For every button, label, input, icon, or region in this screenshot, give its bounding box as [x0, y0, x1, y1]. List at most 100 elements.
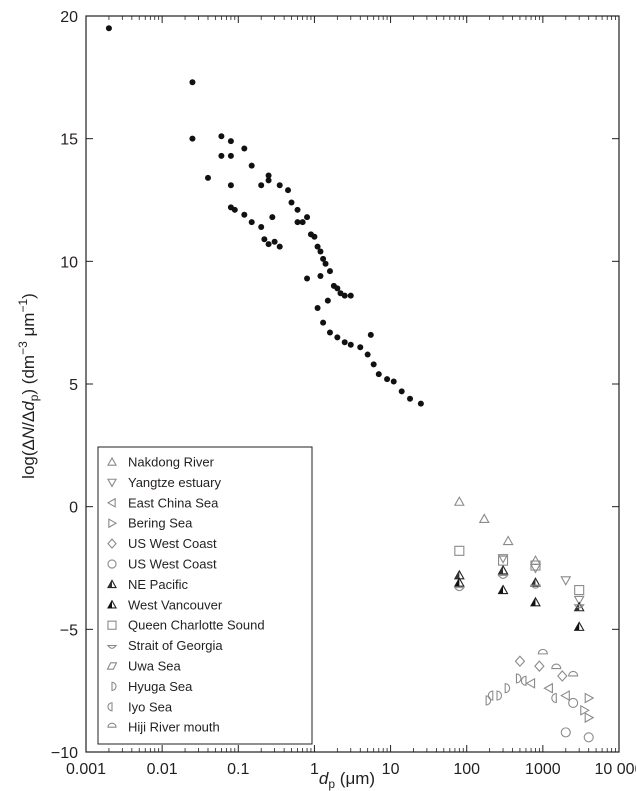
data-point-filled-circle [189, 79, 196, 86]
data-point-filled-circle [265, 177, 272, 184]
data-point-filled-circle [261, 236, 268, 243]
data-point-filled-circle [265, 172, 272, 179]
data-point-triangle-down [573, 595, 585, 606]
data-point-filled-circle [269, 214, 276, 221]
legend-label: Bering Sea [128, 516, 193, 531]
data-point-triangle-right [580, 704, 590, 716]
legend-box [97, 446, 313, 745]
data-point-filled-circle [227, 152, 234, 159]
data-points [105, 25, 595, 743]
data-point-filled-circle [364, 351, 371, 358]
data-point-filled-circle [384, 376, 391, 383]
data-point-filled-circle [314, 243, 321, 250]
data-point-half-circle-left [487, 690, 494, 701]
data-point-half-circle-left [520, 675, 527, 686]
data-point-filled-circle [390, 378, 397, 385]
data-point-filled-circle [241, 211, 248, 218]
legend-marker-half-circle-top [107, 722, 117, 728]
data-point-filled-circle [218, 133, 225, 140]
y-tick-label: −10 [51, 745, 78, 762]
data-point-square [454, 545, 465, 556]
legend-marker-parallelogram [106, 662, 118, 670]
data-point-square [574, 585, 585, 596]
legend-marker-square [107, 620, 117, 630]
data-point-lens [453, 587, 465, 592]
legend-marker-triangle-left [106, 497, 116, 508]
data-point-filled-circle [248, 219, 255, 226]
data-point-filled-circle [105, 25, 112, 32]
data-point-filled-circle [227, 138, 234, 145]
x-tick-label: 100 [453, 761, 480, 778]
y-tick-label: 10 [60, 254, 78, 271]
legend-label: Hiji River mouth [128, 720, 220, 735]
data-point-filled-circle [276, 243, 283, 250]
data-point-filled-circle [334, 285, 341, 292]
data-point-triangle-up-half [530, 577, 541, 587]
data-point-triangle-down [497, 554, 509, 564]
data-point-circle [583, 732, 594, 743]
data-point-diamond [557, 670, 568, 682]
data-point-filled-circle [271, 238, 278, 245]
data-point-filled-circle [326, 329, 333, 336]
data-point-triangle-up [453, 496, 465, 506]
data-point-square [530, 560, 541, 571]
data-point-filled-circle [375, 371, 382, 378]
x-tick-label: 0.001 [66, 761, 106, 778]
x-tick-label: 1 [310, 761, 319, 778]
data-point-filled-circle [285, 187, 292, 194]
legend-label: Nakdong River [128, 455, 215, 470]
data-point-triangle-up-half-dark [573, 621, 585, 631]
data-point-half-circle-top [537, 648, 548, 655]
data-point-half-circle-left [551, 692, 557, 704]
data-point-triangle-up-half [497, 564, 509, 575]
data-point-lens [529, 584, 542, 589]
y-tick-label: 5 [69, 377, 78, 394]
data-point-triangle-left [543, 682, 553, 694]
data-point-filled-circle [317, 273, 324, 280]
data-point-triangle-up [530, 555, 541, 565]
y-tick-label: −5 [60, 622, 78, 639]
data-point-filled-circle [227, 182, 234, 189]
data-point-filled-circle [311, 233, 318, 240]
legend-marker-lens [106, 645, 118, 649]
data-point-filled-circle [341, 292, 348, 299]
data-point-triangle-down [530, 563, 541, 574]
data-point-filled-circle [231, 206, 238, 213]
legend-label: NE Pacific [128, 577, 188, 592]
x-tick-label: 10 [382, 761, 400, 778]
data-point-triangle-left [525, 677, 536, 689]
legend-marker-triangle-up-half [107, 579, 117, 589]
data-point-half-circle-right [515, 673, 522, 684]
legend-label: Strait of Georgia [128, 638, 223, 653]
data-point-lens [497, 574, 509, 579]
y-tick-label: 20 [60, 9, 78, 26]
data-point-filled-circle [347, 292, 354, 299]
data-point-circle [568, 697, 579, 708]
legend-marker-triangle-up [107, 456, 117, 466]
data-point-triangle-up-half-dark [453, 577, 465, 587]
legend-label: US West Coast [128, 557, 217, 572]
data-point-filled-circle [341, 339, 348, 346]
data-point-filled-circle [218, 152, 225, 159]
data-point-filled-circle [314, 304, 321, 311]
legend-label: East China Sea [128, 495, 219, 510]
x-tick-label: 10 000 [595, 761, 636, 778]
data-point-filled-circle [304, 214, 311, 221]
data-point-half-circle-top [551, 663, 562, 670]
data-point-filled-circle [320, 255, 327, 262]
y-tick-label: 15 [60, 132, 78, 149]
data-point-triangle-left [560, 690, 570, 702]
axes: 0.001 0.01 0.1 1 10 100 1000 10 000 −10 −5 0 5 10 15 2… [51, 9, 636, 778]
data-point-half-circle-right [496, 690, 503, 701]
data-point-half-circle-right [485, 695, 492, 706]
legend-marker-triangle-up-half-dark [107, 599, 117, 609]
legend-label: Hyuga Sea [128, 679, 193, 694]
data-point-filled-circle [204, 174, 211, 181]
data-point-filled-circle [317, 248, 324, 255]
data-point-half-circle-top [568, 670, 579, 677]
legend-label: US West Coast [128, 536, 217, 551]
legend-marker-circle [107, 559, 117, 569]
data-point-filled-circle [324, 297, 331, 304]
data-point-diamond [514, 655, 526, 668]
